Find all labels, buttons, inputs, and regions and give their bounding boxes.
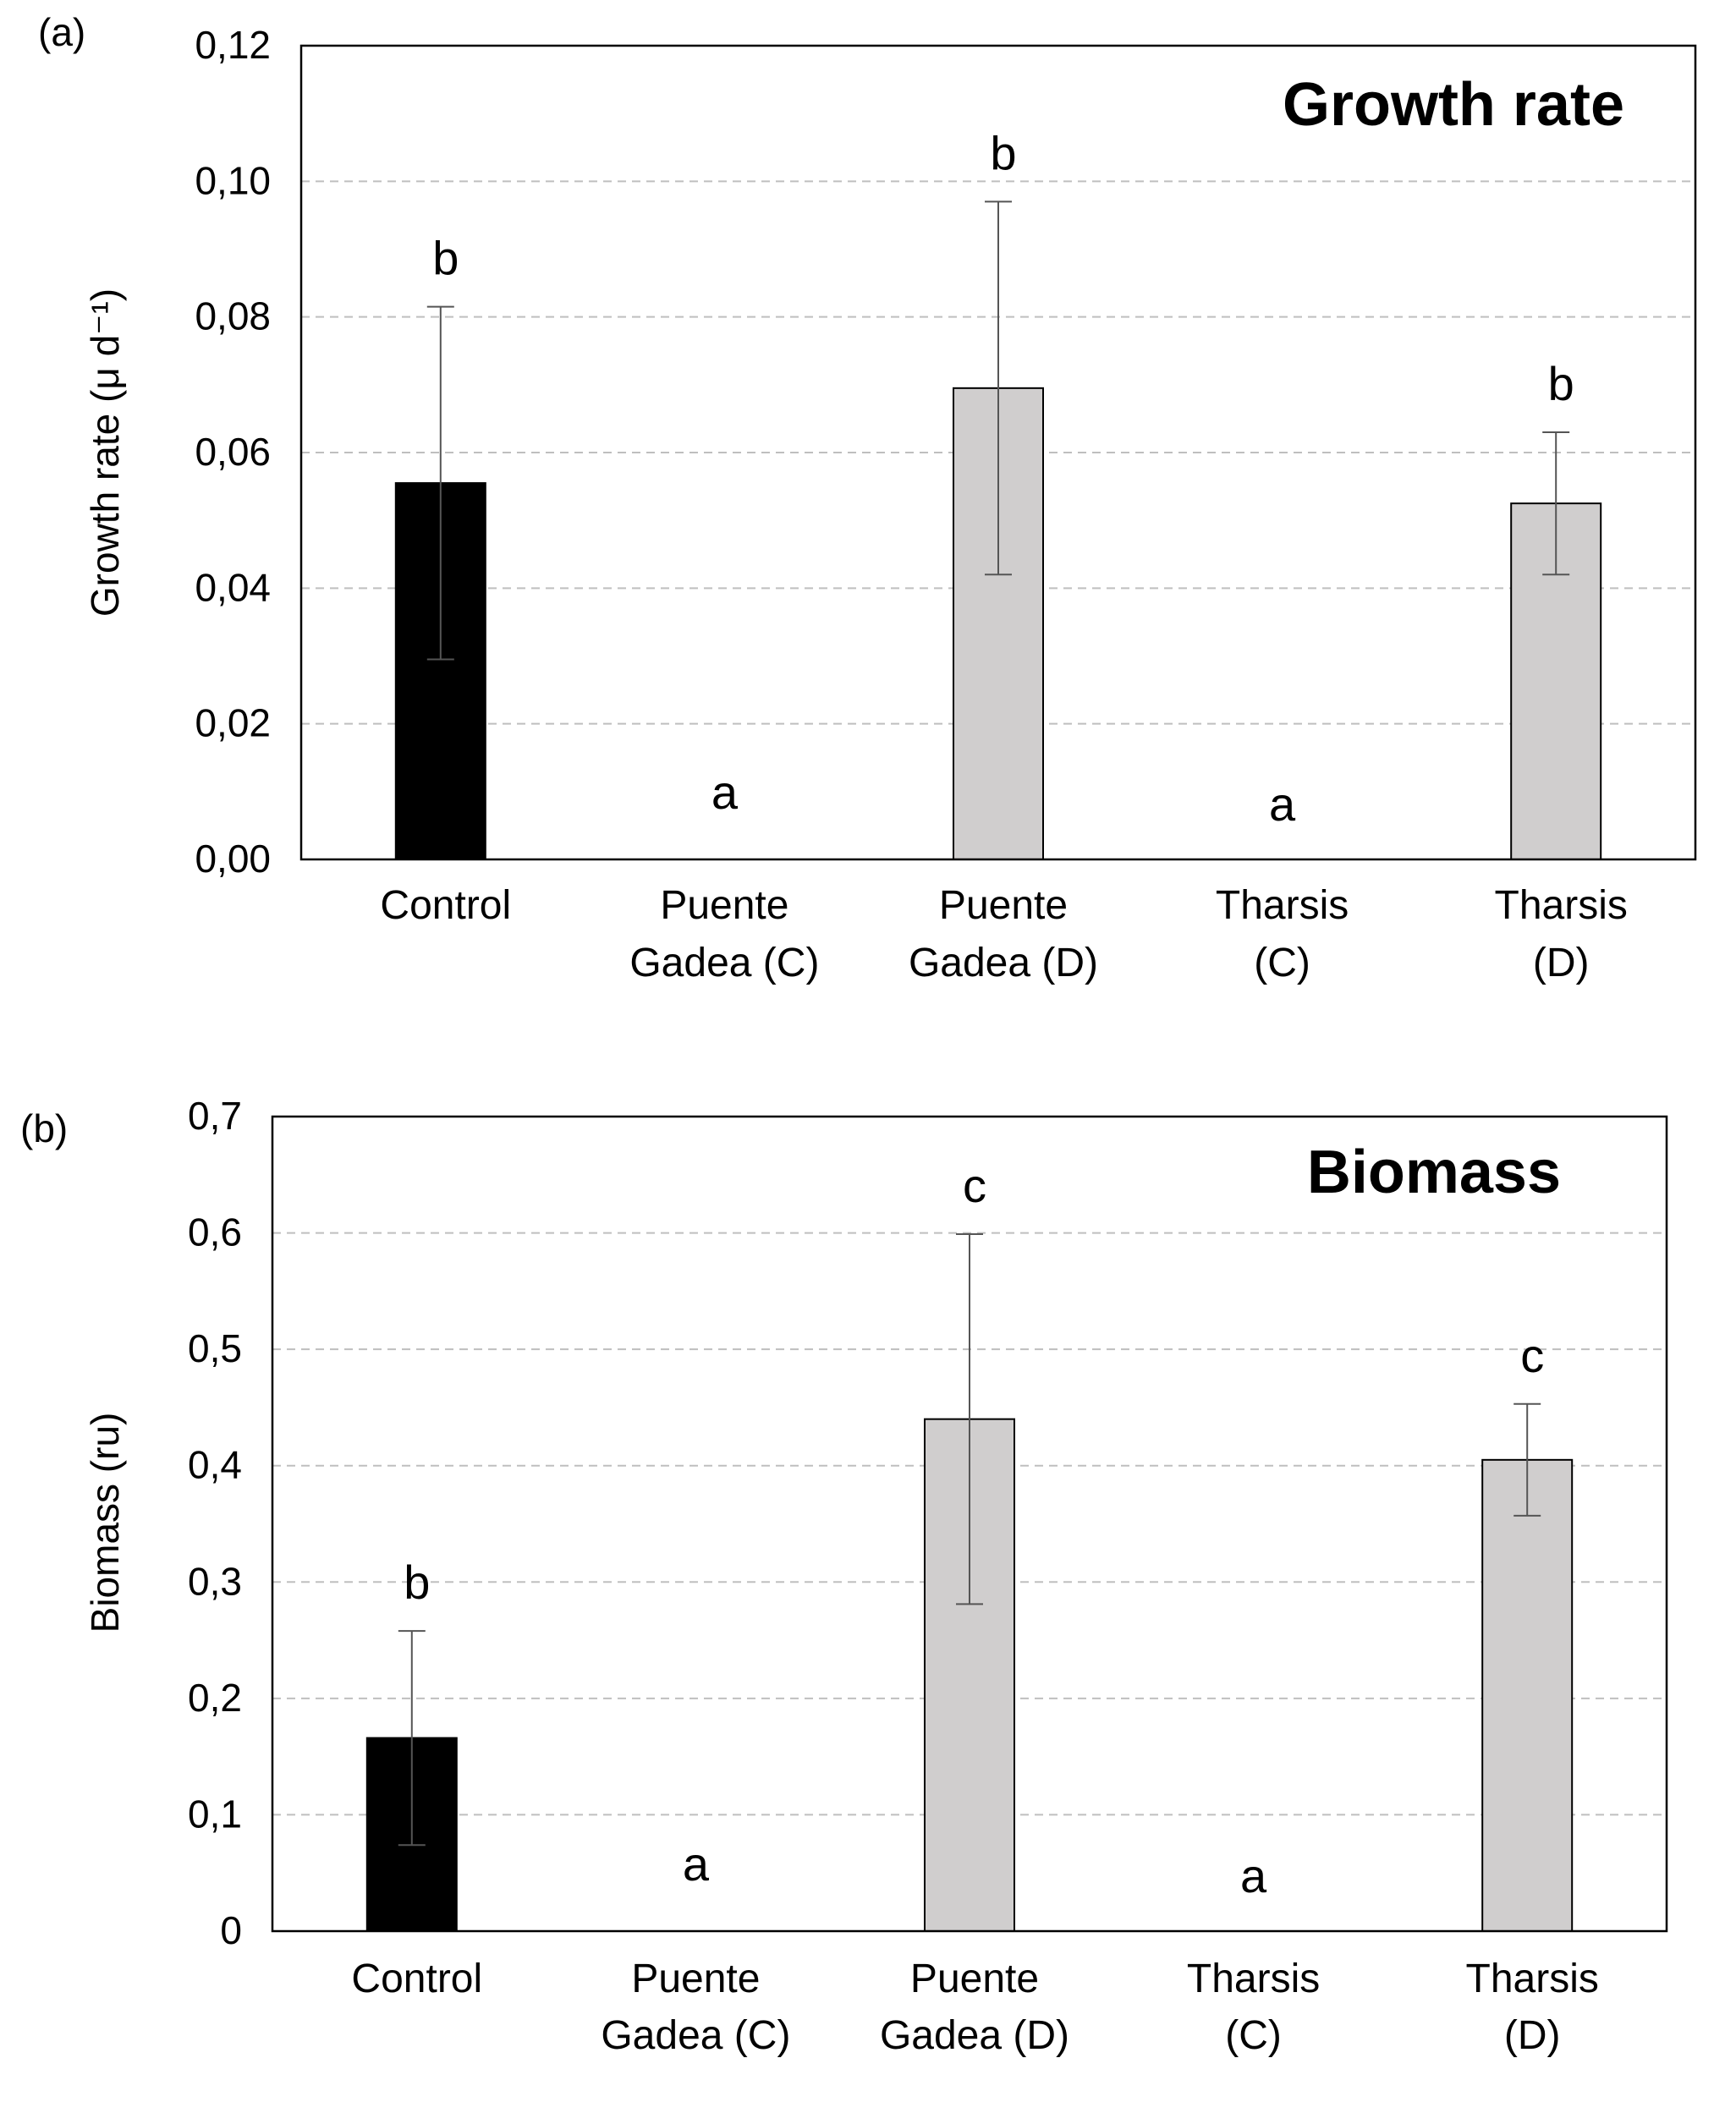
y-tick-label: 0,4 — [188, 1443, 242, 1487]
panel-biomass: 0 0,1 0,2 0,3 0,4 0,5 0,6 0,7 b Control a Puente Gad… — [20, 1094, 1668, 2058]
significance-letter: a — [1240, 1849, 1267, 1902]
y-tick-label: 0,7 — [188, 1094, 242, 1138]
significance-letter: b — [990, 126, 1016, 179]
category-label: (C) — [1225, 2013, 1282, 2058]
y-tick-label: 0,10 — [195, 158, 271, 202]
panel-growth-rate: 0,00 0,02 0,04 0,06 0,08 0,10 0,12 b Control a Pue… — [38, 10, 1697, 985]
y-tick-label: 0,00 — [195, 837, 271, 881]
y-axis-label: Growth rate (μ d⁻¹) — [83, 288, 127, 617]
category-label: (D) — [1533, 941, 1590, 985]
significance-letter: b — [404, 1556, 430, 1609]
category-label: Gadea (D) — [909, 941, 1098, 985]
y-tick-label: 0,06 — [195, 430, 271, 474]
category-label: Gadea (D) — [880, 2013, 1069, 2058]
category-label: Puente — [660, 883, 788, 928]
category-label: Tharsis — [1495, 883, 1628, 928]
chart-title: Growth rate — [1283, 71, 1624, 139]
y-tick-label: 0,04 — [195, 565, 271, 609]
y-tick-label: 0,1 — [188, 1792, 242, 1836]
category-label: Gadea (C) — [601, 2013, 790, 2058]
significance-letter: b — [432, 232, 459, 285]
category-label: Puente — [939, 883, 1068, 928]
category-label: Gadea (C) — [629, 941, 819, 985]
panel-label: (a) — [38, 10, 85, 54]
y-tick-label: 0 — [220, 1908, 242, 1952]
significance-letter: c — [963, 1159, 986, 1212]
y-tick-label: 0,2 — [188, 1676, 242, 1720]
y-tick-label: 0,02 — [195, 701, 271, 745]
category-label: Control — [351, 1957, 482, 2001]
panel-label: (b) — [20, 1106, 68, 1150]
category-label: Tharsis — [1466, 1957, 1599, 2001]
significance-letter: c — [1520, 1329, 1544, 1382]
category-label: (C) — [1254, 941, 1310, 985]
significance-letter: a — [1269, 777, 1296, 831]
y-tick-label: 0,6 — [188, 1210, 242, 1254]
category-label: Puente — [910, 1957, 1039, 2001]
category-label: Control — [380, 883, 511, 928]
bar — [1481, 1458, 1574, 1932]
category-label: (D) — [1504, 2013, 1561, 2058]
category-label: Puente — [631, 1957, 760, 2001]
y-tick-label: 0,12 — [195, 23, 271, 67]
y-axis-label: Biomass (ru) — [83, 1413, 127, 1633]
plot-frame — [299, 44, 1697, 861]
y-tick-label: 0,3 — [188, 1559, 242, 1603]
significance-letter: a — [711, 766, 739, 819]
category-label: Tharsis — [1187, 1957, 1320, 2001]
significance-letter: b — [1548, 357, 1574, 410]
significance-letter: a — [683, 1837, 710, 1891]
category-label: Tharsis — [1216, 883, 1349, 928]
y-tick-label: 0,5 — [188, 1326, 242, 1370]
plot-frame — [271, 1115, 1668, 1933]
y-tick-label: 0,08 — [195, 294, 271, 338]
chart-title: Biomass — [1307, 1139, 1561, 1206]
